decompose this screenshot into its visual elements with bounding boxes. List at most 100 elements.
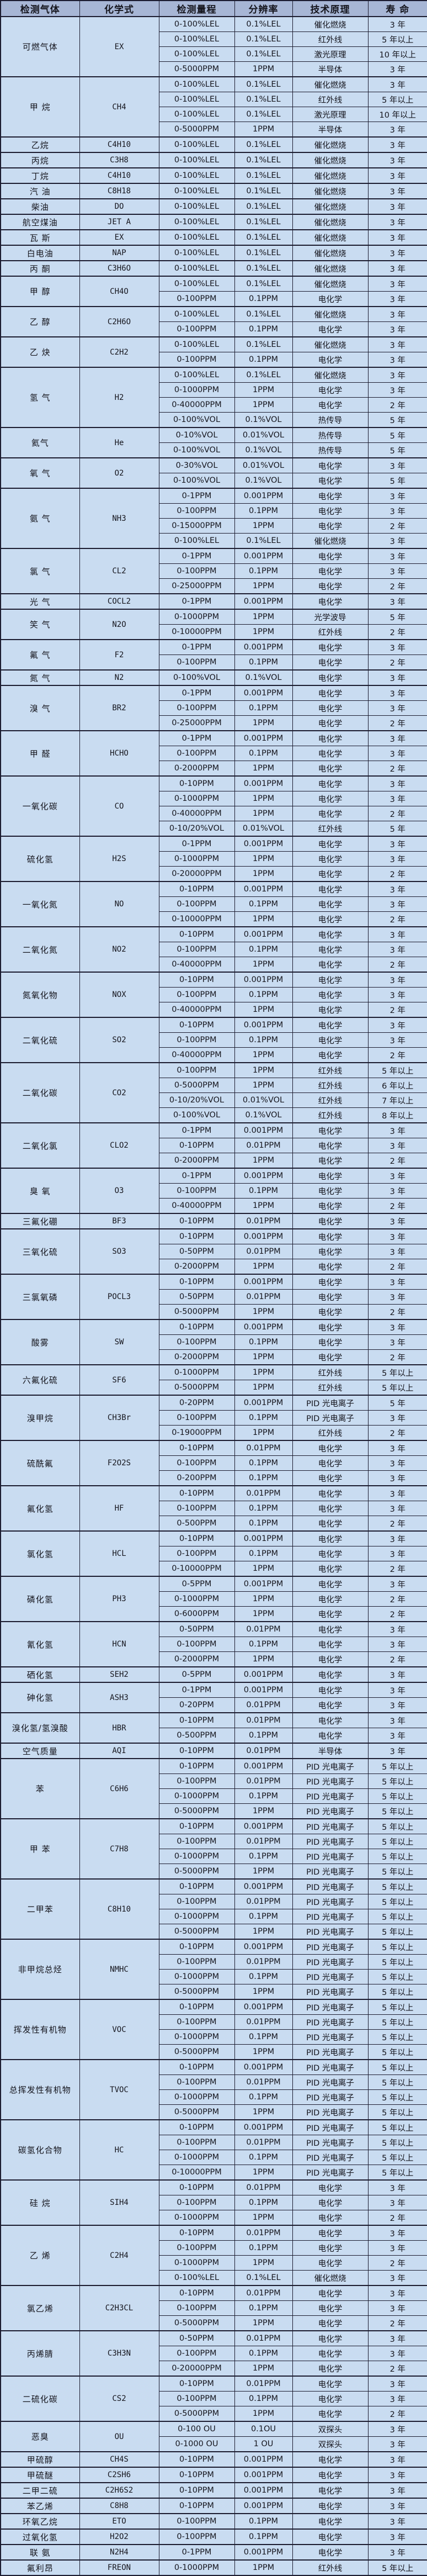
formula-cell: BF3 — [79, 1213, 159, 1229]
resolution-cell: 0.01PPM — [234, 1894, 293, 1909]
range-cell: 0-100PPM — [158, 352, 235, 368]
resolution-cell: 0.1PPM — [234, 1183, 293, 1199]
lifespan-cell: 3 年 — [367, 1138, 427, 1153]
table-row: 0-100%LEL 0.1%LEL 催化燃烧 3 年 — [1, 533, 427, 549]
table-row: 0-10PPM 0.01PPM 电化学 3 年 — [1, 1138, 427, 1153]
lifespan-cell: 3 年 — [367, 1666, 427, 1683]
lifespan-cell: 3 年 — [367, 1546, 427, 1561]
resolution-cell: 0.001PPM — [234, 685, 293, 701]
lifespan-cell: 5 年 — [367, 1395, 427, 1411]
gas-name-cell: 溴 气 — [0, 685, 80, 731]
lifespan-cell: 3 年 — [367, 639, 427, 655]
range-cell: 0-10PPM — [158, 1712, 235, 1728]
gas-name-cell: 空气质量 — [0, 1743, 80, 1759]
formula-cell: H2O2 — [79, 2529, 159, 2545]
principle-cell: 电化学 — [292, 1470, 369, 1486]
table-row: 0-2000PPM 1PPM 电化学 2 年 — [1, 1349, 427, 1365]
resolution-cell: 0.01%VOL — [234, 821, 293, 837]
lifespan-cell: 3 年 — [367, 1319, 427, 1335]
principle-cell: 电化学 — [292, 1637, 369, 1652]
range-cell: 0-1000PPM — [158, 791, 235, 806]
principle-cell: 红外线 — [292, 821, 369, 837]
resolution-cell: 0.1PPM — [234, 1334, 293, 1350]
formula-cell: ETO — [79, 2513, 159, 2530]
lifespan-cell: 2 年 — [367, 2210, 427, 2226]
principle-cell: 电化学 — [292, 1213, 369, 1229]
gas-name-cell: 乙 炔 — [0, 336, 80, 368]
formula-cell: NO — [79, 881, 159, 927]
resolution-cell: 0.01PPM — [234, 2285, 293, 2301]
resolution-cell: 0.1PPM — [234, 1032, 293, 1048]
table-row: 过氧化氢 H2O2 0-100PPM 0.1PPM 电化学 3 年 — [0, 2529, 427, 2545]
principle-cell: 电化学 — [292, 1319, 369, 1335]
range-cell: 0-100PPM — [158, 2391, 235, 2406]
principle-cell: 红外线 — [292, 2559, 369, 2576]
principle-cell: 红外线 — [292, 1092, 369, 1108]
formula-cell: SF6 — [79, 1364, 159, 1396]
formula-cell: N2O — [79, 609, 159, 640]
principle-cell: 电化学 — [292, 2300, 369, 2316]
principle-cell: PID 光电离子 — [292, 1410, 369, 1426]
gas-name-cell: 甲硫醚 — [0, 2467, 80, 2483]
resolution-cell: 0.01PPM — [234, 1954, 293, 1970]
range-cell: 0-500PPM — [158, 1516, 235, 1532]
resolution-cell: 1PPM — [234, 578, 293, 594]
formula-cell: C3H8 — [79, 152, 159, 168]
lifespan-cell: 2 年 — [367, 911, 427, 927]
range-cell: 0-1000PPM — [158, 1849, 235, 1864]
principle-cell: 催化燃烧 — [292, 183, 369, 199]
lifespan-cell: 5 年以上 — [367, 1834, 427, 1849]
lifespan-cell: 5 年以上 — [367, 1924, 427, 1940]
principle-cell: PID 光电离子 — [292, 1939, 369, 1955]
resolution-cell: 0.1PPM — [234, 1470, 293, 1486]
principle-cell: 电化学 — [292, 1304, 369, 1320]
principle-cell: 电化学 — [292, 1440, 369, 1456]
lifespan-cell: 2 年 — [367, 1591, 427, 1607]
table-row: 0-500PPM 0.1PPM 电化学 2 年 — [1, 1516, 427, 1532]
resolution-cell: 0.01PPM — [234, 2376, 293, 2392]
range-cell: 0-100%LEL — [158, 260, 235, 277]
range-cell: 0-5000PPM — [158, 1864, 235, 1880]
range-cell: 0-100%VOL — [158, 1107, 235, 1123]
range-cell: 0-20PPM — [158, 1697, 235, 1713]
formula-cell: HF — [79, 1485, 159, 1532]
lifespan-cell: 5 年以上 — [367, 1909, 427, 1924]
lifespan-cell: 5 年以上 — [367, 2044, 427, 2060]
principle-cell: 电化学 — [292, 791, 369, 806]
principle-cell: 电化学 — [292, 1017, 369, 1033]
range-cell: 0-1000PPM — [158, 1969, 235, 1984]
resolution-cell: 0.1PPM — [234, 2240, 293, 2256]
lifespan-cell: 2 年 — [367, 2406, 427, 2422]
range-cell: 0-2000PPM — [158, 1259, 235, 1275]
principle-cell: 红外线 — [292, 92, 369, 107]
lifespan-cell: 2 年 — [367, 1561, 427, 1577]
principle-cell: 电化学 — [292, 957, 369, 973]
range-cell: 0-100%LEL — [158, 306, 235, 322]
lifespan-cell: 2 年 — [367, 806, 427, 821]
principle-cell: PID 光电离子 — [292, 1878, 369, 1894]
resolution-cell: 0.1PPM — [234, 1909, 293, 1924]
resolution-cell: 1PPM — [234, 609, 293, 625]
range-cell: 0-100%LEL — [158, 31, 235, 47]
lifespan-cell: 3 年 — [367, 1621, 427, 1637]
lifespan-cell: 3 年 — [367, 2285, 427, 2301]
table-row: 氰化氢 HCN 0-50PPM 0.01PPM 电化学 3 年 — [0, 1621, 427, 1667]
resolution-cell: 0.001PPM — [234, 2498, 293, 2514]
table-row: 0-100PPM 0.01PPM PID 光电离子 5 年以上 — [1, 2074, 427, 2090]
table-row: 二氧化硫 SO2 0-10PPM 0.001PPM 电化学 3 年 — [0, 1017, 427, 1063]
table-row: 0-5000PPM 1PPM 半导体 3 年 — [1, 122, 427, 138]
column-header-formula: 化学式 — [79, 0, 159, 17]
lifespan-cell: 3 年 — [367, 2300, 427, 2316]
lifespan-cell: 3 年 — [367, 122, 427, 138]
lifespan-cell: 3 年 — [367, 488, 427, 504]
range-cell: 0-100%LEL — [158, 367, 235, 383]
lifespan-cell: 3 年 — [367, 306, 427, 322]
range-cell: 0-100%VOL — [158, 473, 235, 489]
gas-name-cell: 总挥发性有机物 — [0, 2059, 80, 2120]
lifespan-cell: 3 年 — [367, 1440, 427, 1456]
principle-cell: 电化学 — [292, 518, 369, 534]
lifespan-cell: 5 年 — [367, 609, 427, 625]
resolution-cell: 0.1%LEL — [234, 306, 293, 322]
resolution-cell: 0.1PPM — [234, 1516, 293, 1532]
gas-name-cell: 一氧化氮 — [0, 881, 80, 927]
